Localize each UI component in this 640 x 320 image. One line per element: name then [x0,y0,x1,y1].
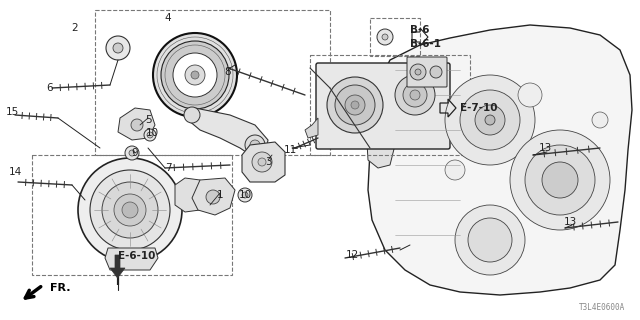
Circle shape [542,162,578,198]
Bar [32,155,232,275]
Circle shape [153,33,237,117]
Polygon shape [105,248,158,270]
Circle shape [510,130,610,230]
Bar [95,10,330,155]
Text: 10: 10 [239,190,252,200]
FancyBboxPatch shape [316,63,450,149]
Circle shape [468,218,512,262]
Circle shape [327,77,383,133]
Text: 9: 9 [132,148,138,158]
Polygon shape [305,118,318,138]
Circle shape [125,146,139,160]
Bar [370,18,420,56]
Circle shape [78,158,182,262]
Circle shape [185,65,205,85]
Text: 15: 15 [5,107,19,117]
Circle shape [252,152,272,172]
Circle shape [122,202,138,218]
Bar [310,55,470,155]
Circle shape [245,135,265,155]
Text: 1: 1 [217,190,223,200]
Circle shape [242,192,248,198]
Text: T3L4E0600A: T3L4E0600A [579,303,625,312]
Circle shape [258,158,266,166]
Circle shape [90,170,170,250]
Circle shape [475,105,505,135]
Circle shape [345,95,365,115]
FancyBboxPatch shape [407,57,447,87]
Polygon shape [368,25,632,295]
Circle shape [485,115,495,125]
Circle shape [430,66,442,78]
Text: 6: 6 [47,83,53,93]
Polygon shape [185,108,268,158]
Circle shape [250,140,260,150]
Text: B-6-1: B-6-1 [410,39,441,49]
Polygon shape [175,178,205,212]
Circle shape [415,69,421,75]
Text: 12: 12 [346,250,358,260]
Text: 10: 10 [145,128,159,138]
Circle shape [114,194,146,226]
Text: 14: 14 [8,167,22,177]
Text: 2: 2 [72,23,78,33]
Polygon shape [242,142,285,182]
Circle shape [410,90,420,100]
Circle shape [238,188,252,202]
Circle shape [131,119,143,131]
Polygon shape [118,108,155,140]
Text: B-6: B-6 [410,25,429,35]
Text: E-6-10: E-6-10 [118,251,156,261]
Circle shape [445,160,465,180]
Circle shape [335,85,375,125]
Circle shape [525,145,595,215]
Circle shape [129,150,135,156]
Polygon shape [192,178,235,215]
Circle shape [351,101,359,109]
Circle shape [102,182,158,238]
Circle shape [191,71,199,79]
Polygon shape [110,255,125,278]
Circle shape [445,75,535,165]
Circle shape [395,75,435,115]
Circle shape [206,190,220,204]
Polygon shape [367,120,395,168]
Circle shape [455,205,525,275]
Circle shape [173,53,217,97]
Text: 13: 13 [563,217,577,227]
Text: 4: 4 [164,13,172,23]
Circle shape [144,129,156,141]
Circle shape [147,132,153,138]
Circle shape [184,107,200,123]
Text: 11: 11 [284,145,296,155]
Circle shape [106,36,130,60]
Circle shape [382,34,388,40]
Circle shape [377,29,393,45]
Circle shape [460,90,520,150]
Text: 3: 3 [265,157,271,167]
Circle shape [113,43,123,53]
Text: 7: 7 [164,163,172,173]
Circle shape [592,112,608,128]
Circle shape [403,83,427,107]
Circle shape [410,64,426,80]
Text: 13: 13 [538,143,552,153]
Circle shape [161,41,229,109]
Text: 8: 8 [225,67,231,77]
Circle shape [518,83,542,107]
Text: 5: 5 [145,115,151,125]
Text: FR.: FR. [50,283,70,293]
Text: E-7-10: E-7-10 [460,103,497,113]
